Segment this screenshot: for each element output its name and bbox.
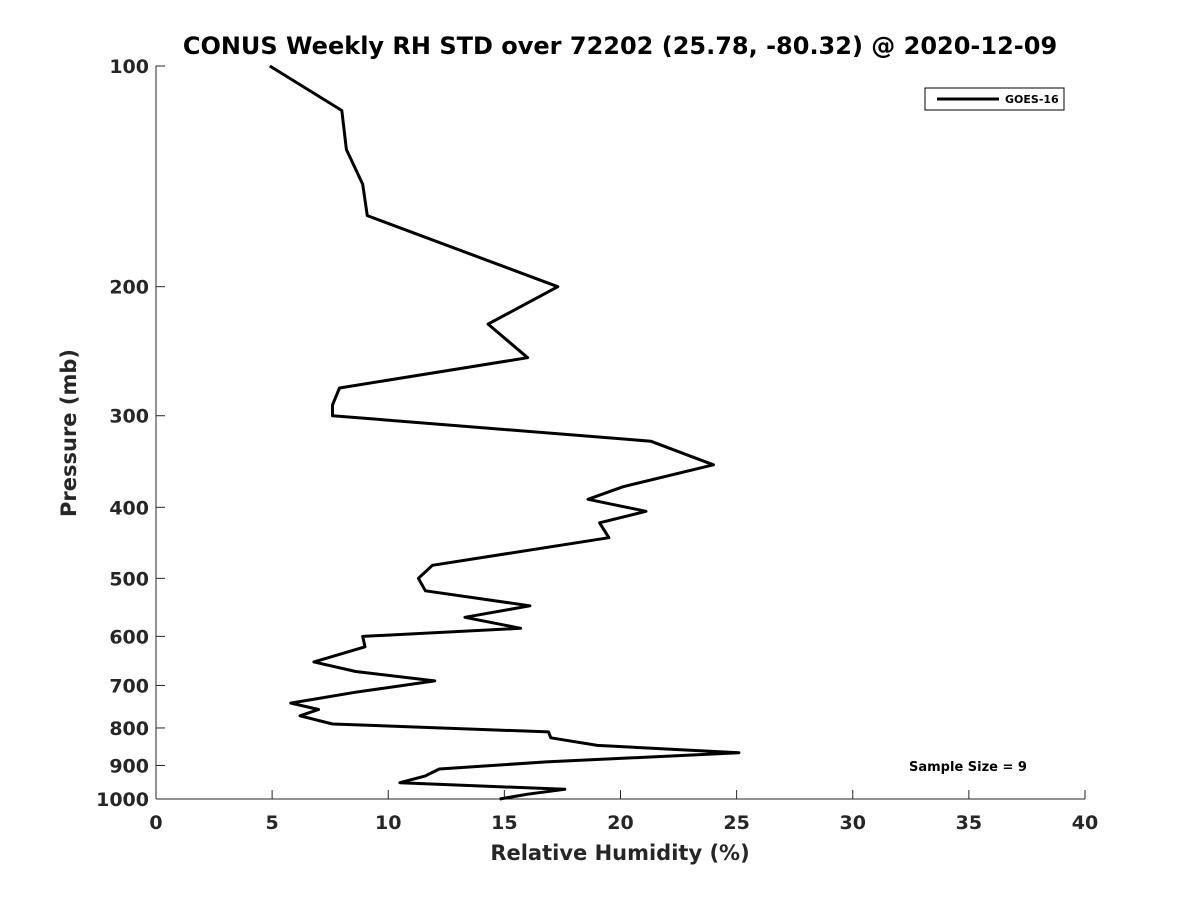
legend-label-goes-16: GOES-16: [1005, 93, 1059, 106]
y-tick-label: 100: [109, 56, 149, 78]
sample-size-annotation: Sample Size = 9: [909, 760, 1027, 775]
x-axis-ticks: 0 5 10 15 20 25 30 35 40: [149, 790, 1098, 834]
x-axis-label: Relative Humidity (%): [490, 841, 749, 865]
y-tick-label: 1000: [96, 789, 149, 811]
x-tick-label: 5: [266, 812, 279, 834]
x-tick-label: 15: [491, 812, 517, 834]
x-tick-label: 35: [956, 812, 982, 834]
y-tick-label: 500: [109, 568, 149, 590]
x-tick-label: 40: [1072, 812, 1098, 834]
y-axis-ticks: 100 200 300 400 500 600 700 800 900 1000: [96, 56, 165, 811]
series-layer: [269, 64, 741, 801]
x-tick-label: 0: [149, 812, 162, 834]
legend: GOES-16: [924, 87, 1065, 111]
x-tick-label: 20: [607, 812, 633, 834]
x-tick-label: 10: [375, 812, 401, 834]
y-tick-label: 800: [109, 718, 149, 740]
y-tick-label: 400: [109, 497, 149, 519]
y-tick-label: 600: [109, 626, 149, 648]
x-tick-label: 25: [723, 812, 749, 834]
y-tick-label: 200: [109, 277, 149, 299]
x-tick-label: 30: [840, 812, 866, 834]
y-tick-label: 300: [109, 406, 149, 428]
y-tick-label: 700: [109, 675, 149, 697]
chart-title: CONUS Weekly RH STD over 72202 (25.78, -…: [183, 32, 1057, 60]
y-axis-label: Pressure (mb): [57, 349, 81, 517]
y-tick-label: 900: [109, 755, 149, 777]
plot-area: 0 5 10 15 20 25 30 35 40 100 200 300 400 500 600 700 80…: [96, 56, 1098, 834]
series-line-goes-16: [269, 64, 741, 801]
